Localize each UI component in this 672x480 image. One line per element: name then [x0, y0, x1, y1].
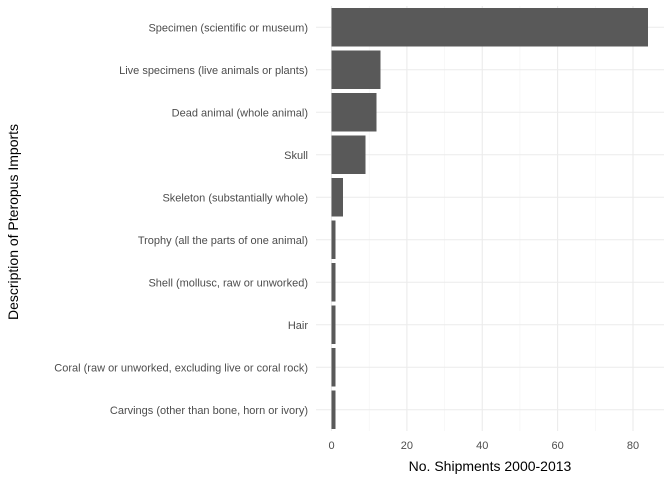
- bars: [331, 8, 649, 429]
- x-tick-label: 0: [328, 440, 334, 452]
- y-tick-label: Skeleton (substantially whole): [162, 192, 308, 204]
- x-tick-label: 20: [401, 440, 413, 452]
- bar-coral-raw-or-unworked-excluding-live-or-coral-rock: [331, 348, 336, 387]
- minor-gridlines: [368, 6, 596, 431]
- bar-dead-animal-whole-animal: [331, 93, 377, 132]
- y-tick-label: Trophy (all the parts of one animal): [138, 235, 308, 247]
- y-tick-label: Coral (raw or unworked, excluding live o…: [54, 362, 308, 374]
- y-tick-label: Carvings (other than bone, horn or ivory…: [110, 405, 308, 417]
- y-tick-label: Skull: [284, 150, 308, 162]
- bar-specimen-scientific-or-museum: [331, 8, 649, 47]
- bar-hair: [331, 305, 336, 344]
- x-axis-title: No. Shipments 2000-2013: [409, 458, 572, 474]
- y-axis-title: Description of Pteropus Imports: [5, 124, 21, 320]
- bar-live-specimens-live-animals-or-plants: [331, 50, 381, 89]
- x-tick-label: 80: [627, 440, 639, 452]
- y-tick-label: Dead animal (whole animal): [172, 107, 308, 119]
- y-tick-label: Live specimens (live animals or plants): [119, 65, 308, 77]
- x-tick-labels: 0 20 40 60 80: [328, 440, 639, 452]
- x-tick-label: 60: [552, 440, 564, 452]
- bar-skeleton-substantially-whole: [331, 178, 343, 217]
- bar-carvings-other-than-bone-horn-or-ivory: [331, 390, 336, 429]
- bar-shell-mollusc-raw-or-unworked: [331, 263, 336, 302]
- y-tick-labels: Specimen (scientific or museum) Live spec…: [54, 22, 308, 417]
- y-tick-label: Shell (mollusc, raw or unworked): [148, 277, 308, 289]
- bar-trophy-all-the-parts-of-one-animal: [331, 220, 336, 259]
- y-tick-label: Specimen (scientific or museum): [148, 22, 308, 34]
- y-tick-label: Hair: [288, 320, 309, 332]
- x-tick-label: 40: [476, 440, 488, 452]
- bar-skull: [331, 135, 366, 174]
